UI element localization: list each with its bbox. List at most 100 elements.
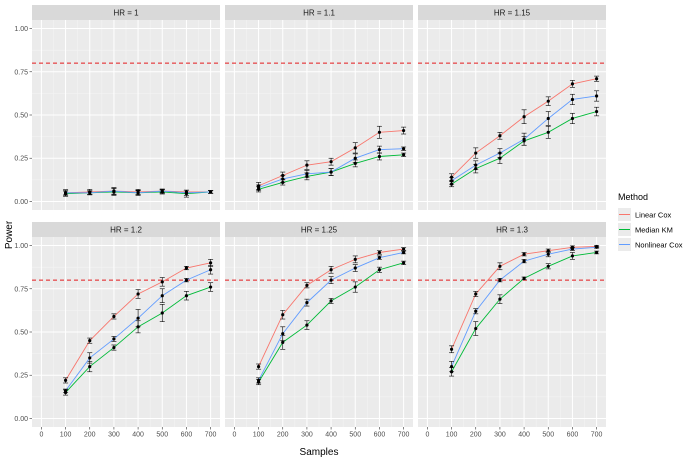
x-tick-label: 0 bbox=[39, 432, 43, 439]
data-point bbox=[402, 153, 406, 157]
legend: Method Linear Cox Median KM Nonlinear Cox bbox=[618, 192, 683, 251]
facet-strip-label: HR = 1.2 bbox=[110, 226, 142, 235]
data-point bbox=[63, 191, 68, 195]
data-point bbox=[281, 313, 285, 317]
x-tick-label: 500 bbox=[542, 432, 554, 439]
facet-strip-label: HR = 1.1 bbox=[303, 9, 335, 18]
data-point bbox=[570, 97, 575, 102]
data-point bbox=[402, 128, 406, 133]
data-point bbox=[209, 190, 213, 194]
x-tick-label: 600 bbox=[567, 432, 579, 439]
data-point bbox=[88, 339, 92, 343]
data-point bbox=[329, 299, 333, 303]
x-tick-label: 100 bbox=[253, 432, 265, 439]
data-point bbox=[353, 257, 357, 261]
data-point bbox=[160, 189, 164, 193]
data-point bbox=[112, 337, 116, 341]
facet-panel: HR = 1.3 0 100 200 300 400 500 600 700 bbox=[418, 222, 606, 439]
y-tick-label: 0.25 bbox=[14, 156, 28, 163]
data-point bbox=[281, 177, 285, 181]
x-axis-title: Samples bbox=[300, 447, 339, 458]
data-point bbox=[353, 285, 357, 289]
x-tick-label: 0 bbox=[425, 432, 429, 439]
data-point bbox=[498, 297, 502, 301]
data-point bbox=[498, 264, 502, 268]
data-point bbox=[474, 292, 478, 296]
data-point bbox=[377, 268, 382, 272]
data-point bbox=[570, 82, 575, 86]
y-tick-label: 0.75 bbox=[14, 286, 28, 293]
x-tick-label: 300 bbox=[301, 432, 313, 439]
data-point bbox=[184, 278, 189, 282]
data-point bbox=[522, 137, 526, 141]
data-point bbox=[474, 309, 478, 313]
legend-label: Linear Cox bbox=[635, 211, 672, 220]
data-point bbox=[353, 156, 357, 160]
panels-layer: HR = 1 0.00 0.25 0.50 0.75 1.00 HR = 1.1 HR = 1… bbox=[14, 5, 606, 439]
data-point bbox=[377, 256, 382, 260]
facet-panel: HR = 1.25 0 100 200 300 400 500 600 700 bbox=[225, 222, 413, 439]
data-point bbox=[353, 266, 357, 270]
facet-strip-label: HR = 1.15 bbox=[494, 9, 531, 18]
data-point bbox=[256, 378, 261, 383]
data-point bbox=[595, 94, 599, 98]
data-point bbox=[377, 130, 382, 134]
data-point bbox=[402, 261, 406, 265]
data-point bbox=[88, 191, 92, 195]
data-point bbox=[546, 116, 550, 121]
data-point bbox=[377, 147, 382, 152]
facet-strip-label: HR = 1 bbox=[113, 9, 139, 18]
data-point bbox=[377, 154, 382, 159]
data-point bbox=[449, 364, 454, 369]
data-point bbox=[136, 316, 140, 320]
data-point bbox=[112, 345, 116, 350]
data-point bbox=[305, 172, 309, 176]
x-tick-label: 300 bbox=[108, 432, 120, 439]
facet-strip bbox=[32, 5, 220, 20]
facet-strip-label: HR = 1.25 bbox=[301, 226, 338, 235]
data-point bbox=[595, 77, 599, 81]
x-tick-label: 700 bbox=[398, 432, 410, 439]
data-point bbox=[570, 247, 575, 251]
data-point bbox=[329, 160, 333, 164]
y-tick-label: 0.75 bbox=[14, 69, 28, 76]
data-point bbox=[160, 280, 164, 284]
data-point bbox=[546, 252, 550, 256]
legend-item: Nonlinear Cox bbox=[618, 238, 683, 251]
x-tick-label: 500 bbox=[349, 432, 361, 439]
data-point bbox=[209, 261, 213, 265]
y-tick-label: 1.00 bbox=[14, 243, 28, 250]
x-tick-label: 200 bbox=[277, 432, 289, 439]
facet-strip bbox=[225, 222, 413, 237]
data-point bbox=[184, 191, 189, 195]
data-point bbox=[522, 115, 526, 119]
facet-strip bbox=[32, 222, 220, 237]
data-point bbox=[256, 364, 261, 369]
x-tick-label: 0 bbox=[232, 432, 236, 439]
x-tick-label: 700 bbox=[205, 432, 217, 439]
data-point bbox=[281, 332, 285, 336]
legend-label: Median KM bbox=[635, 226, 673, 235]
data-point bbox=[305, 163, 309, 167]
facet-panel: HR = 1.1 bbox=[225, 5, 413, 210]
data-point bbox=[522, 259, 526, 263]
data-point bbox=[305, 301, 309, 305]
data-point bbox=[136, 191, 140, 195]
facet-panel: HR = 1 0.00 0.25 0.50 0.75 1.00 bbox=[14, 5, 220, 210]
data-point bbox=[184, 266, 189, 270]
data-point bbox=[474, 163, 478, 167]
facet-panel: HR = 1.2 0 100 200 300 400 500 600 700 0.00 0.25 0.… bbox=[14, 222, 220, 439]
facet-strip bbox=[225, 5, 413, 20]
x-tick-label: 600 bbox=[374, 432, 386, 439]
data-point bbox=[112, 314, 116, 319]
data-point bbox=[474, 326, 478, 331]
data-point bbox=[63, 378, 68, 383]
data-point bbox=[498, 278, 502, 282]
data-point bbox=[498, 134, 502, 138]
data-point bbox=[353, 146, 357, 150]
data-point bbox=[63, 389, 68, 393]
data-point bbox=[595, 245, 599, 249]
x-tick-label: 500 bbox=[156, 432, 168, 439]
data-point bbox=[160, 294, 164, 298]
